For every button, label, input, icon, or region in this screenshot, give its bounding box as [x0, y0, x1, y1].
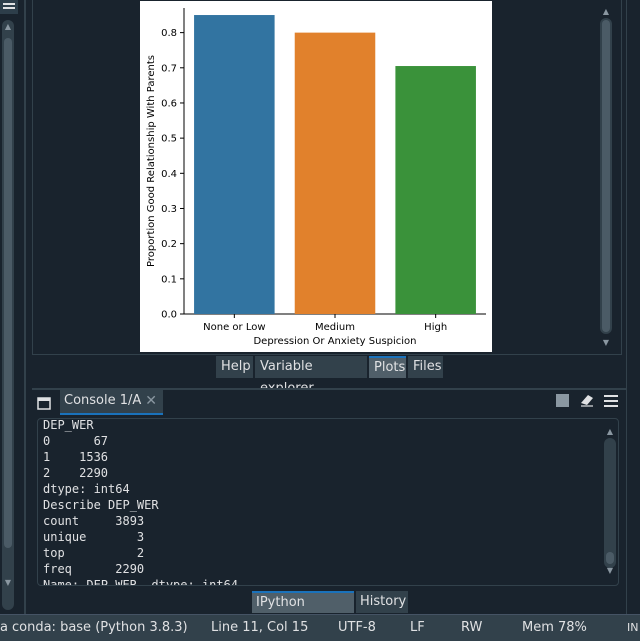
undock-icon[interactable] — [37, 395, 51, 410]
tab-help[interactable]: Help — [216, 356, 253, 378]
scroll-up-icon[interactable]: ▲ — [602, 7, 610, 16]
close-icon[interactable]: ✕ — [145, 393, 157, 409]
x-tick-label: High — [424, 322, 447, 333]
scroll-down-icon[interactable]: ▼ — [606, 566, 614, 575]
y-tick-label: 0.0 — [161, 310, 177, 321]
tab-ipython-console[interactable]: IPython console — [252, 591, 354, 630]
console-scrollbar-thumb[interactable] — [606, 552, 614, 564]
status-cut-left: a — [0, 620, 8, 635]
x-tick-label: None or Low — [203, 322, 265, 333]
plot-canvas[interactable]: 0.0 0.1 0.2 0.3 0.4 0.5 0.6 0.7 0.8 None or Low Me… — [140, 1, 492, 352]
y-tick-label: 0.6 — [161, 98, 177, 109]
status-encoding: UTF-8 — [338, 620, 376, 635]
status-eol: LF — [410, 620, 425, 635]
status-cursor-position: Line 11, Col 15 — [211, 620, 309, 635]
status-rw: RW — [461, 620, 483, 635]
y-tick-label: 0.5 — [161, 134, 177, 145]
y-tick-label: 0.1 — [161, 274, 177, 285]
options-menu-button[interactable] — [604, 394, 618, 408]
status-bar: a conda: base (Python 3.8.3) Line 11, Co… — [0, 614, 640, 641]
console-lines: DEP_WER 0 67 1 1536 2 2290 dtype: int64 … — [43, 418, 239, 586]
scroll-down-icon[interactable]: ▼ — [4, 578, 12, 587]
console-tab-label: Console 1/A — [64, 393, 142, 408]
tab-history[interactable]: History — [356, 591, 408, 613]
console-output[interactable]: DEP_WER 0 67 1 1536 2 2290 dtype: int64 … — [37, 418, 619, 586]
scroll-up-icon[interactable]: ▲ — [4, 22, 12, 31]
status-cut-right: IN — [627, 621, 639, 634]
plots-scrollbar-thumb[interactable] — [602, 20, 610, 332]
tab-console-1a[interactable]: Console 1/A ✕ — [60, 389, 163, 415]
bar-high — [395, 66, 476, 314]
x-axis-label: Depression Or Anxiety Suspicion — [253, 336, 416, 347]
eraser-icon[interactable] — [579, 392, 595, 408]
y-axis-label: Proportion Good Relationship With Parent… — [146, 55, 157, 267]
y-tick-label: 0.4 — [161, 169, 177, 180]
tab-files[interactable]: Files — [408, 356, 443, 378]
y-tick-label: 0.8 — [161, 28, 177, 39]
pane-splitter[interactable] — [24, 0, 26, 614]
bar-none-or-low — [194, 15, 275, 314]
console-scrollbar[interactable] — [604, 438, 616, 568]
x-tick-label: Medium — [315, 322, 355, 333]
right-dock-strip — [626, 0, 640, 614]
y-tick-label: 0.2 — [161, 239, 177, 250]
y-tick-label: 0.7 — [161, 63, 177, 74]
stop-button[interactable] — [556, 394, 569, 407]
bar-medium — [294, 32, 376, 314]
left-scrollbar-thumb[interactable] — [4, 38, 12, 548]
scroll-up-icon[interactable]: ▲ — [606, 427, 614, 436]
left-options-icon[interactable] — [0, 0, 18, 14]
tab-plots[interactable]: Plots — [369, 356, 406, 378]
status-memory: Mem 78% — [522, 620, 587, 635]
bar-chart: 0.0 0.1 0.2 0.3 0.4 0.5 0.6 0.7 0.8 None or Low Me… — [146, 8, 486, 347]
tab-variable-explorer[interactable]: Variable explorer — [255, 356, 367, 396]
status-conda-env[interactable]: conda: base (Python 3.8.3) — [12, 620, 188, 635]
y-tick-label: 0.3 — [161, 204, 177, 215]
scroll-down-icon[interactable]: ▼ — [602, 338, 610, 347]
